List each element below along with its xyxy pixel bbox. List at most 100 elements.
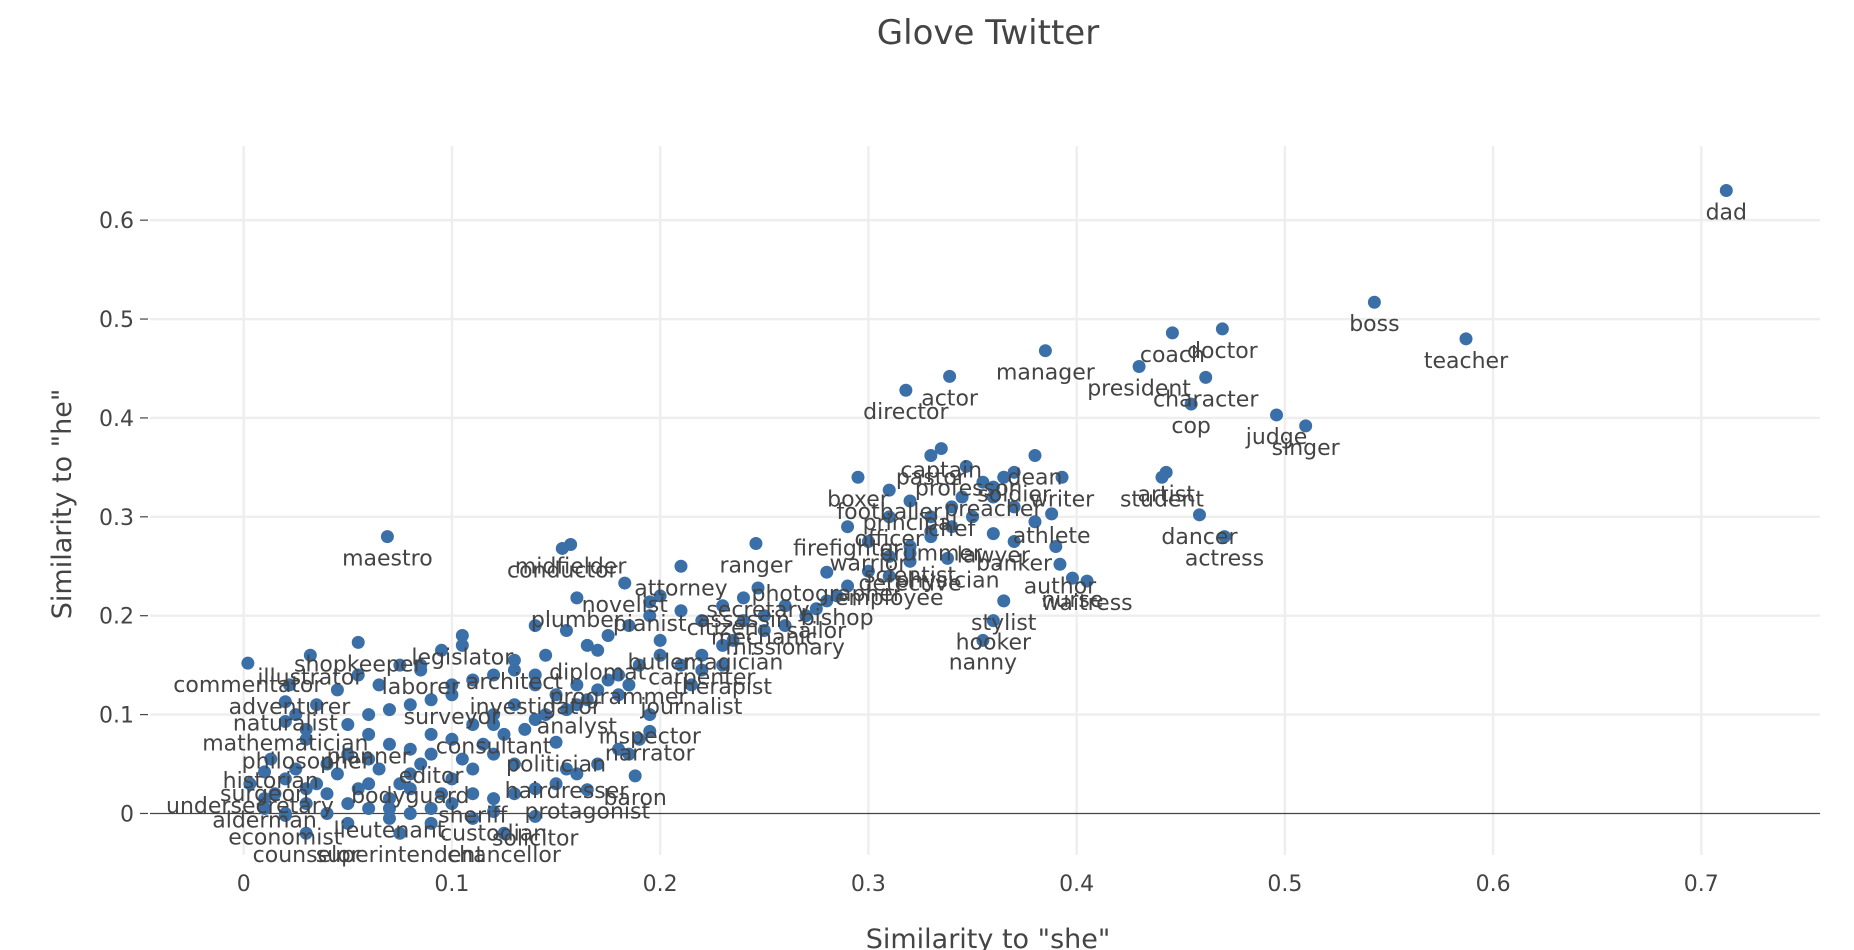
point-label: chancellor — [447, 843, 562, 868]
point-label: hooker — [956, 631, 1032, 656]
point-label: narrator — [605, 741, 696, 766]
point-label: maestro — [342, 547, 433, 572]
data-point — [736, 614, 750, 628]
point-label: professor — [915, 476, 1019, 501]
y-tick-label: 0 — [120, 802, 134, 827]
point-label: solicitor — [492, 826, 579, 851]
data-point — [653, 648, 667, 662]
data-point — [351, 782, 365, 796]
point-label: character — [1153, 387, 1259, 412]
point-label: sailor — [786, 619, 847, 644]
data-point — [466, 811, 480, 825]
data-point — [612, 742, 626, 756]
point-label: director — [863, 400, 949, 425]
data-point — [924, 510, 938, 524]
point-label: officer — [855, 527, 925, 552]
data-point — [320, 806, 334, 820]
data-point — [330, 767, 344, 781]
data-point — [310, 777, 324, 791]
point-label: legislator — [411, 645, 514, 670]
point-label: politician — [506, 752, 606, 777]
data-point — [351, 668, 365, 682]
point-label: undersecretary — [166, 794, 334, 819]
data-point — [555, 541, 569, 555]
data-point — [455, 752, 469, 766]
data-point — [320, 787, 334, 801]
data-point — [882, 549, 896, 563]
y-tick-label: 0.2 — [99, 605, 134, 630]
data-point — [445, 772, 459, 786]
data-point — [653, 633, 667, 647]
point-label: philosopher — [242, 749, 372, 774]
data-point — [539, 708, 553, 722]
point-label: teacher — [1424, 349, 1509, 374]
y-tick-label: 0.3 — [99, 506, 134, 531]
x-tick-label: 0.5 — [1267, 872, 1302, 897]
data-point — [518, 722, 532, 736]
data-point — [507, 653, 521, 667]
point-label: photographer — [752, 582, 903, 607]
data-point — [955, 490, 969, 504]
data-point — [618, 576, 632, 590]
point-label: boxer — [827, 487, 890, 512]
data-point — [424, 693, 438, 707]
data-point — [643, 609, 657, 623]
data-point — [466, 787, 480, 801]
data-point — [841, 579, 855, 593]
point-label: actress — [1185, 547, 1264, 572]
data-point — [283, 678, 297, 692]
data-point — [1053, 557, 1067, 571]
data-point — [612, 688, 626, 702]
point-label: consultant — [436, 734, 552, 759]
data-point — [861, 564, 875, 578]
data-point — [684, 678, 698, 692]
data-point — [1007, 535, 1021, 549]
data-point — [362, 752, 376, 766]
point-label: therapist — [673, 675, 772, 700]
data-points — [241, 183, 1733, 840]
point-label: programmer — [550, 685, 689, 710]
data-point — [278, 808, 292, 822]
point-label: preacher — [944, 497, 1043, 522]
point-label: citizen — [687, 616, 759, 641]
data-point — [757, 624, 771, 638]
point-label: dancer — [1161, 525, 1238, 550]
data-point — [1028, 515, 1042, 529]
point-label: historian — [223, 769, 319, 794]
data-point — [976, 475, 990, 489]
data-point — [716, 638, 730, 652]
data-point — [414, 757, 428, 771]
data-point — [601, 628, 615, 642]
data-point — [445, 688, 459, 702]
point-label: lawyer — [957, 544, 1031, 569]
point-label: illustrator — [257, 665, 364, 690]
data-point — [1155, 470, 1169, 484]
data-point — [507, 757, 521, 771]
point-label: secretary — [706, 598, 809, 623]
point-label: principal — [863, 511, 958, 536]
data-point — [278, 695, 292, 709]
data-point — [861, 535, 875, 549]
data-point — [570, 591, 584, 605]
point-label: diplomat — [549, 660, 647, 685]
point-label: naturalist — [233, 712, 338, 737]
data-point — [632, 732, 646, 746]
data-point — [414, 658, 428, 672]
data-point — [941, 551, 955, 565]
data-point — [341, 747, 355, 761]
data-point — [382, 792, 396, 806]
point-label: nurse — [1041, 588, 1103, 613]
data-point — [1065, 571, 1079, 585]
point-label: editor — [399, 764, 465, 789]
point-label: magician — [683, 650, 784, 675]
point-label: custodian — [440, 821, 547, 846]
point-label: stylist — [971, 611, 1037, 636]
point-label: butler — [628, 650, 694, 675]
data-point — [903, 554, 917, 568]
data-point — [497, 826, 511, 840]
data-point — [749, 537, 763, 551]
data-point — [539, 648, 553, 662]
data-point — [320, 757, 334, 771]
data-point — [976, 633, 990, 647]
